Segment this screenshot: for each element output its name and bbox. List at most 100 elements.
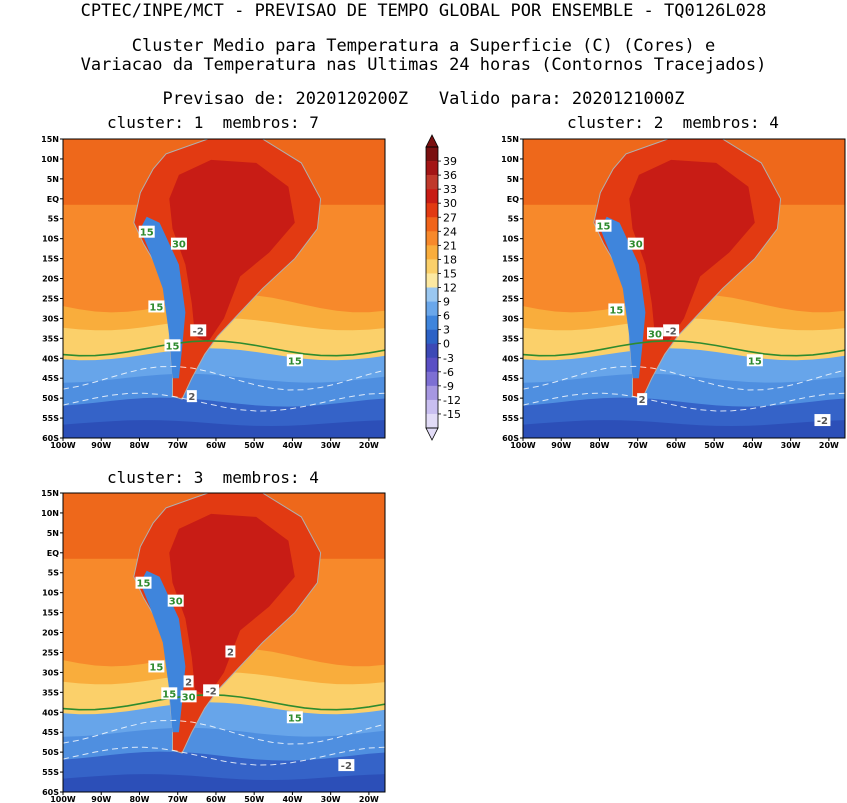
colorbar-label: -9	[443, 380, 454, 393]
lat-tick-label: 35S	[42, 688, 59, 697]
contour-label: 15	[149, 302, 163, 313]
contour-label: 15	[748, 356, 762, 367]
colorbar-label: -6	[443, 366, 454, 379]
colorbar-swatch	[426, 245, 438, 260]
colorbar-swatch	[426, 231, 438, 246]
lon-tick-label: 40W	[282, 441, 302, 450]
lat-tick-label: 10N	[501, 155, 519, 164]
colorbar-swatch	[426, 357, 438, 373]
lat-tick-label: 5S	[48, 215, 60, 224]
colorbar-bottom-arrow	[425, 427, 439, 441]
lon-tick-label: 60W	[666, 441, 686, 450]
contour-label: 15	[162, 689, 176, 700]
panel-2-label: cluster: 2 membros: 4	[567, 113, 779, 132]
lon-tick-label: 20W	[819, 441, 839, 450]
contour-label: 30	[169, 597, 183, 608]
lon-tick-label: 30W	[321, 441, 341, 450]
colorbar-label: 0	[443, 338, 450, 351]
contour-label: -2	[666, 326, 677, 337]
variation-contour	[63, 746, 385, 766]
colorbar-label: -12	[443, 394, 461, 407]
lon-tick-label: 70W	[168, 441, 188, 450]
lat-tick-label: EQ	[47, 549, 59, 558]
andes-cold	[600, 216, 646, 379]
lat-tick-label: 5S	[508, 215, 520, 224]
contour-label: 2	[639, 395, 646, 406]
lat-tick-label: 15S	[502, 255, 519, 264]
contour-label: 15	[288, 713, 302, 724]
andes-cold	[140, 216, 186, 379]
lat-tick-label: 60S	[42, 788, 59, 797]
lat-tick-label: 55S	[502, 414, 519, 423]
lon-tick-label: 50W	[704, 441, 724, 450]
lat-tick-label: 10N	[41, 155, 59, 164]
colorbar-swatch	[426, 399, 438, 415]
contour-label: 2	[227, 647, 234, 658]
lon-tick-label: 90W	[91, 795, 111, 803]
lat-tick-label: 10N	[41, 509, 59, 518]
lon-tick-label: 60W	[206, 795, 226, 803]
lat-tick-label: 30S	[42, 314, 59, 323]
lat-tick-label: 55S	[42, 768, 59, 777]
lat-tick-label: 35S	[42, 334, 59, 343]
colorbar-label: 21	[443, 239, 457, 252]
colorbar-swatch	[426, 259, 438, 274]
variation-contour	[523, 392, 845, 412]
colorbar-label: -15	[443, 408, 461, 421]
lat-tick-label: EQ	[507, 195, 519, 204]
subtitle-line-2: Variacao da Temperatura nas Ultimas 24 h…	[80, 55, 767, 75]
lat-tick-label: 10S	[502, 235, 519, 244]
colorbar-swatch	[426, 287, 438, 302]
contour-label: 15	[140, 228, 154, 239]
colorbar-label: 24	[443, 225, 457, 238]
contour-label: 15	[609, 305, 623, 316]
lon-tick-label: 50W	[244, 795, 264, 803]
panel-frame	[62, 138, 386, 439]
lat-tick-label: 15S	[42, 255, 59, 264]
lat-tick-label: 40S	[502, 354, 519, 363]
lon-tick-label: 80W	[129, 441, 149, 450]
lat-tick-label: 15N	[41, 135, 59, 144]
variation-contour	[63, 392, 385, 412]
lat-tick-label: 10S	[42, 589, 59, 598]
map-panel-3: 15N 10N 5N EQ 5S 10S 15S 20S 25S 30S 35S 40S 45S 50S 5…	[41, 489, 386, 803]
colorbar-swatch	[426, 301, 438, 316]
lat-tick-label: 40S	[42, 708, 59, 717]
lon-tick-label: 100W	[50, 795, 76, 803]
colorbar-label: 33	[443, 183, 457, 196]
lat-tick-label: 35S	[502, 334, 519, 343]
variation-contour	[63, 365, 385, 391]
lat-tick-label: 55S	[42, 414, 59, 423]
lat-tick-label: 50S	[502, 394, 519, 403]
colorbar-swatch	[426, 147, 438, 162]
lon-tick-label: 20W	[359, 441, 379, 450]
colorbar-label: 12	[443, 282, 457, 295]
colorbar-swatch	[426, 273, 438, 288]
contour-label: 15	[288, 356, 302, 367]
contour-label: 15	[597, 222, 611, 233]
colorbar-label: 36	[443, 169, 457, 182]
lat-tick-label: 10S	[42, 235, 59, 244]
contour-label: -2	[817, 416, 828, 427]
lon-tick-label: 30W	[781, 441, 801, 450]
panel-1-label: cluster: 1 membros: 7	[107, 113, 319, 132]
lon-tick-label: 90W	[91, 441, 111, 450]
colorbar-label: 9	[443, 296, 450, 309]
lat-tick-label: 40S	[42, 354, 59, 363]
colorbar-swatch	[426, 343, 438, 359]
lat-tick-label: 30S	[42, 668, 59, 677]
colorbar-swatch	[426, 413, 438, 429]
hot-core	[169, 513, 295, 697]
lon-tick-label: 80W	[129, 795, 149, 803]
lat-tick-label: 20S	[42, 275, 59, 284]
contour-label: 15	[166, 341, 180, 352]
contour-label: 30	[172, 240, 186, 251]
contour-label: 15	[137, 579, 151, 590]
forecast-dates: Previsao de: 2020120200Z Valido para: 20…	[162, 89, 685, 109]
lon-tick-label: 70W	[628, 441, 648, 450]
main-title: CPTEC/INPE/MCT - PREVISAO DE TEMPO GLOBA…	[80, 1, 767, 21]
colorbar-label: -3	[443, 352, 454, 365]
lon-tick-label: 40W	[742, 441, 762, 450]
contour-label: 30	[629, 240, 643, 251]
